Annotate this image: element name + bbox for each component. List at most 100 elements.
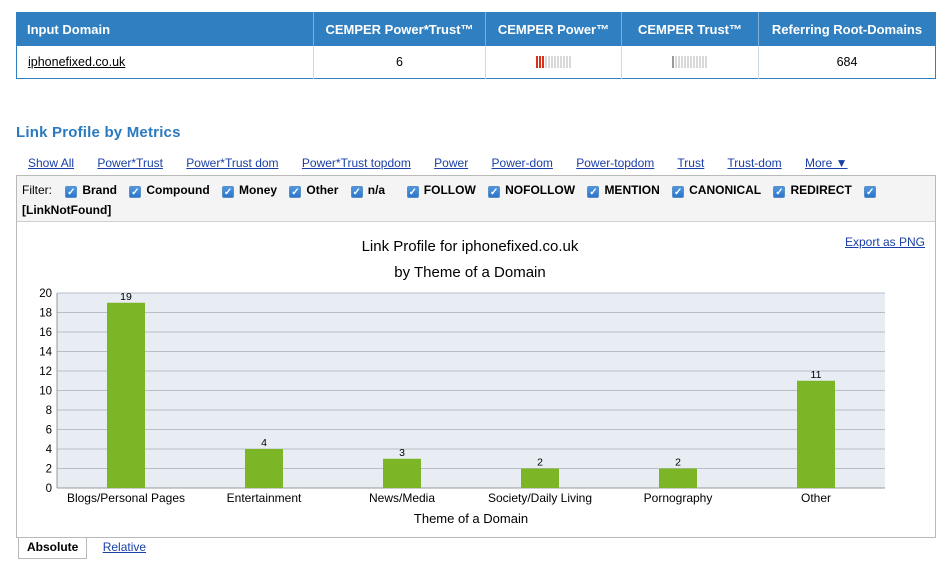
filter-compound[interactable]: ✓ Compound — [129, 183, 210, 198]
y-tick-label: 16 — [39, 327, 52, 339]
trust-level-segment — [693, 56, 695, 69]
bar-chart: Link Profile for iphonefixed.co.uk by The… — [39, 238, 885, 526]
filter-brand[interactable]: ✓ Brand — [65, 183, 118, 198]
nav-trust[interactable]: Trust — [677, 156, 705, 170]
power-level-segment — [544, 56, 547, 69]
filter-follow[interactable]: ✓ FOLLOW — [406, 183, 476, 198]
chart-subtitle: by Theme of a Domain — [394, 264, 545, 281]
filter-linknotfound[interactable]: ✓ [LinkNotFound] — [22, 186, 877, 217]
trust-level-indicator — [672, 56, 708, 69]
section-title: Link Profile by Metrics — [16, 124, 181, 141]
filter-na[interactable]: ✓ n/a — [350, 183, 386, 198]
filter-other[interactable]: ✓ Other — [289, 183, 339, 198]
y-tick-label: 4 — [46, 444, 53, 456]
col-input-domain: Input Domain — [16, 12, 314, 46]
filter-money[interactable]: ✓ Money — [222, 183, 278, 198]
trust-level-segment — [696, 56, 698, 69]
trust-level-segment — [675, 56, 677, 69]
summary-data-row: iphonefixed.co.uk 6 684 — [16, 45, 936, 79]
checkbox-checked-icon[interactable]: ✓ — [406, 186, 419, 198]
trust-indicator-cell — [621, 45, 759, 79]
bar — [245, 449, 283, 488]
col-power: CEMPER Power™ — [485, 12, 622, 46]
nav-power-topdom[interactable]: Power-topdom — [576, 156, 655, 170]
trust-level-segment — [672, 56, 674, 69]
power-level-segment — [538, 56, 541, 69]
checkbox-checked-icon[interactable]: ✓ — [222, 186, 235, 198]
bar-value-label: 11 — [811, 369, 822, 381]
col-power-trust: CEMPER Power*Trust™ — [313, 12, 486, 46]
trust-level-segment — [681, 56, 683, 69]
nav-power[interactable]: Power — [434, 156, 469, 170]
trust-level-segment — [687, 56, 689, 69]
filter-canonical[interactable]: ✓ CANONICAL — [672, 183, 762, 198]
checkbox-checked-icon[interactable]: ✓ — [488, 186, 501, 198]
x-tick-label: Society/Daily Living — [488, 491, 592, 505]
power-level-segment — [535, 56, 538, 69]
power-level-indicator — [535, 56, 572, 69]
y-tick-label: 20 — [39, 288, 52, 300]
x-tick-label: News/Media — [369, 491, 435, 505]
nav-power-dom[interactable]: Power-dom — [491, 156, 553, 170]
power-level-segment — [562, 56, 565, 69]
x-tick-label: Blogs/Personal Pages — [67, 491, 185, 505]
bar — [797, 380, 835, 488]
trust-level-segment — [705, 56, 707, 69]
nav-power-trust-dom[interactable]: Power*Trust dom — [186, 156, 279, 170]
power-level-segment — [550, 56, 553, 69]
chart-panel: Filter: ✓ Brand ✓ Compound ✓ Money ✓ Other ✓… — [16, 175, 936, 538]
power-level-segment — [541, 56, 544, 69]
referring-root-domains-value: 684 — [758, 45, 936, 79]
nav-power-trust-topdom[interactable]: Power*Trust topdom — [301, 156, 411, 170]
nav-show-all[interactable]: Show All — [28, 156, 75, 170]
checkbox-checked-icon[interactable]: ✓ — [587, 186, 600, 198]
nav-power-trust[interactable]: Power*Trust — [97, 156, 163, 170]
checkbox-checked-icon[interactable]: ✓ — [864, 186, 877, 198]
tab-relative[interactable]: Relative — [102, 540, 147, 554]
tab-absolute[interactable]: Absolute — [18, 538, 88, 559]
checkbox-checked-icon[interactable]: ✓ — [65, 186, 78, 198]
domain-link[interactable]: iphonefixed.co.uk — [28, 54, 126, 69]
x-tick-label: Pornography — [644, 491, 713, 505]
col-referring-root-domains: Referring Root-Domains — [758, 12, 936, 46]
filter-label: Filter: — [22, 183, 52, 197]
power-indicator-cell — [485, 45, 622, 79]
y-tick-label: 10 — [39, 386, 52, 398]
checkbox-checked-icon[interactable]: ✓ — [773, 186, 786, 198]
power-level-segment — [559, 56, 562, 69]
chart-area: Export as PNG Link Profile for iphonefix… — [17, 223, 935, 537]
checkbox-checked-icon[interactable]: ✓ — [350, 186, 363, 198]
export-png-link[interactable]: Export as PNG — [844, 235, 925, 249]
bar-value-label: 4 — [261, 437, 267, 449]
metrics-nav: Show All Power*Trust Power*Trust dom Pow… — [28, 156, 868, 170]
y-tick-label: 2 — [46, 464, 52, 476]
nav-more[interactable]: More ▼ — [805, 156, 848, 170]
power-trust-value: 6 — [313, 45, 486, 79]
y-tick-label: 6 — [46, 425, 52, 437]
checkbox-checked-icon[interactable]: ✓ — [672, 186, 685, 198]
power-level-segment — [556, 56, 559, 69]
filter-bar: Filter: ✓ Brand ✓ Compound ✓ Money ✓ Other ✓… — [17, 176, 935, 222]
nav-trust-dom[interactable]: Trust-dom — [727, 156, 782, 170]
col-trust: CEMPER Trust™ — [621, 12, 759, 46]
y-tick-label: 14 — [39, 347, 52, 359]
trust-level-segment — [678, 56, 680, 69]
bar — [659, 468, 697, 488]
x-axis-title: Theme of a Domain — [414, 511, 528, 526]
bar — [107, 302, 145, 488]
bar-value-label: 2 — [537, 457, 543, 469]
bar — [383, 458, 421, 488]
checkbox-checked-icon[interactable]: ✓ — [289, 186, 302, 198]
filter-nofollow[interactable]: ✓ NOFOLLOW — [488, 183, 576, 198]
power-level-segment — [565, 56, 568, 69]
power-level-segment — [553, 56, 556, 69]
metrics-summary-table: Input Domain CEMPER Power*Trust™ CEMPER … — [16, 12, 936, 79]
bar-value-label: 3 — [399, 447, 405, 459]
bar — [521, 468, 559, 488]
filter-mention[interactable]: ✓ MENTION — [587, 183, 660, 198]
summary-header-row: Input Domain CEMPER Power*Trust™ CEMPER … — [16, 12, 936, 46]
bar-value-label: 19 — [120, 291, 132, 303]
filter-redirect[interactable]: ✓ REDIRECT — [773, 183, 852, 198]
domain-cell: iphonefixed.co.uk — [16, 45, 314, 79]
checkbox-checked-icon[interactable]: ✓ — [129, 186, 142, 198]
